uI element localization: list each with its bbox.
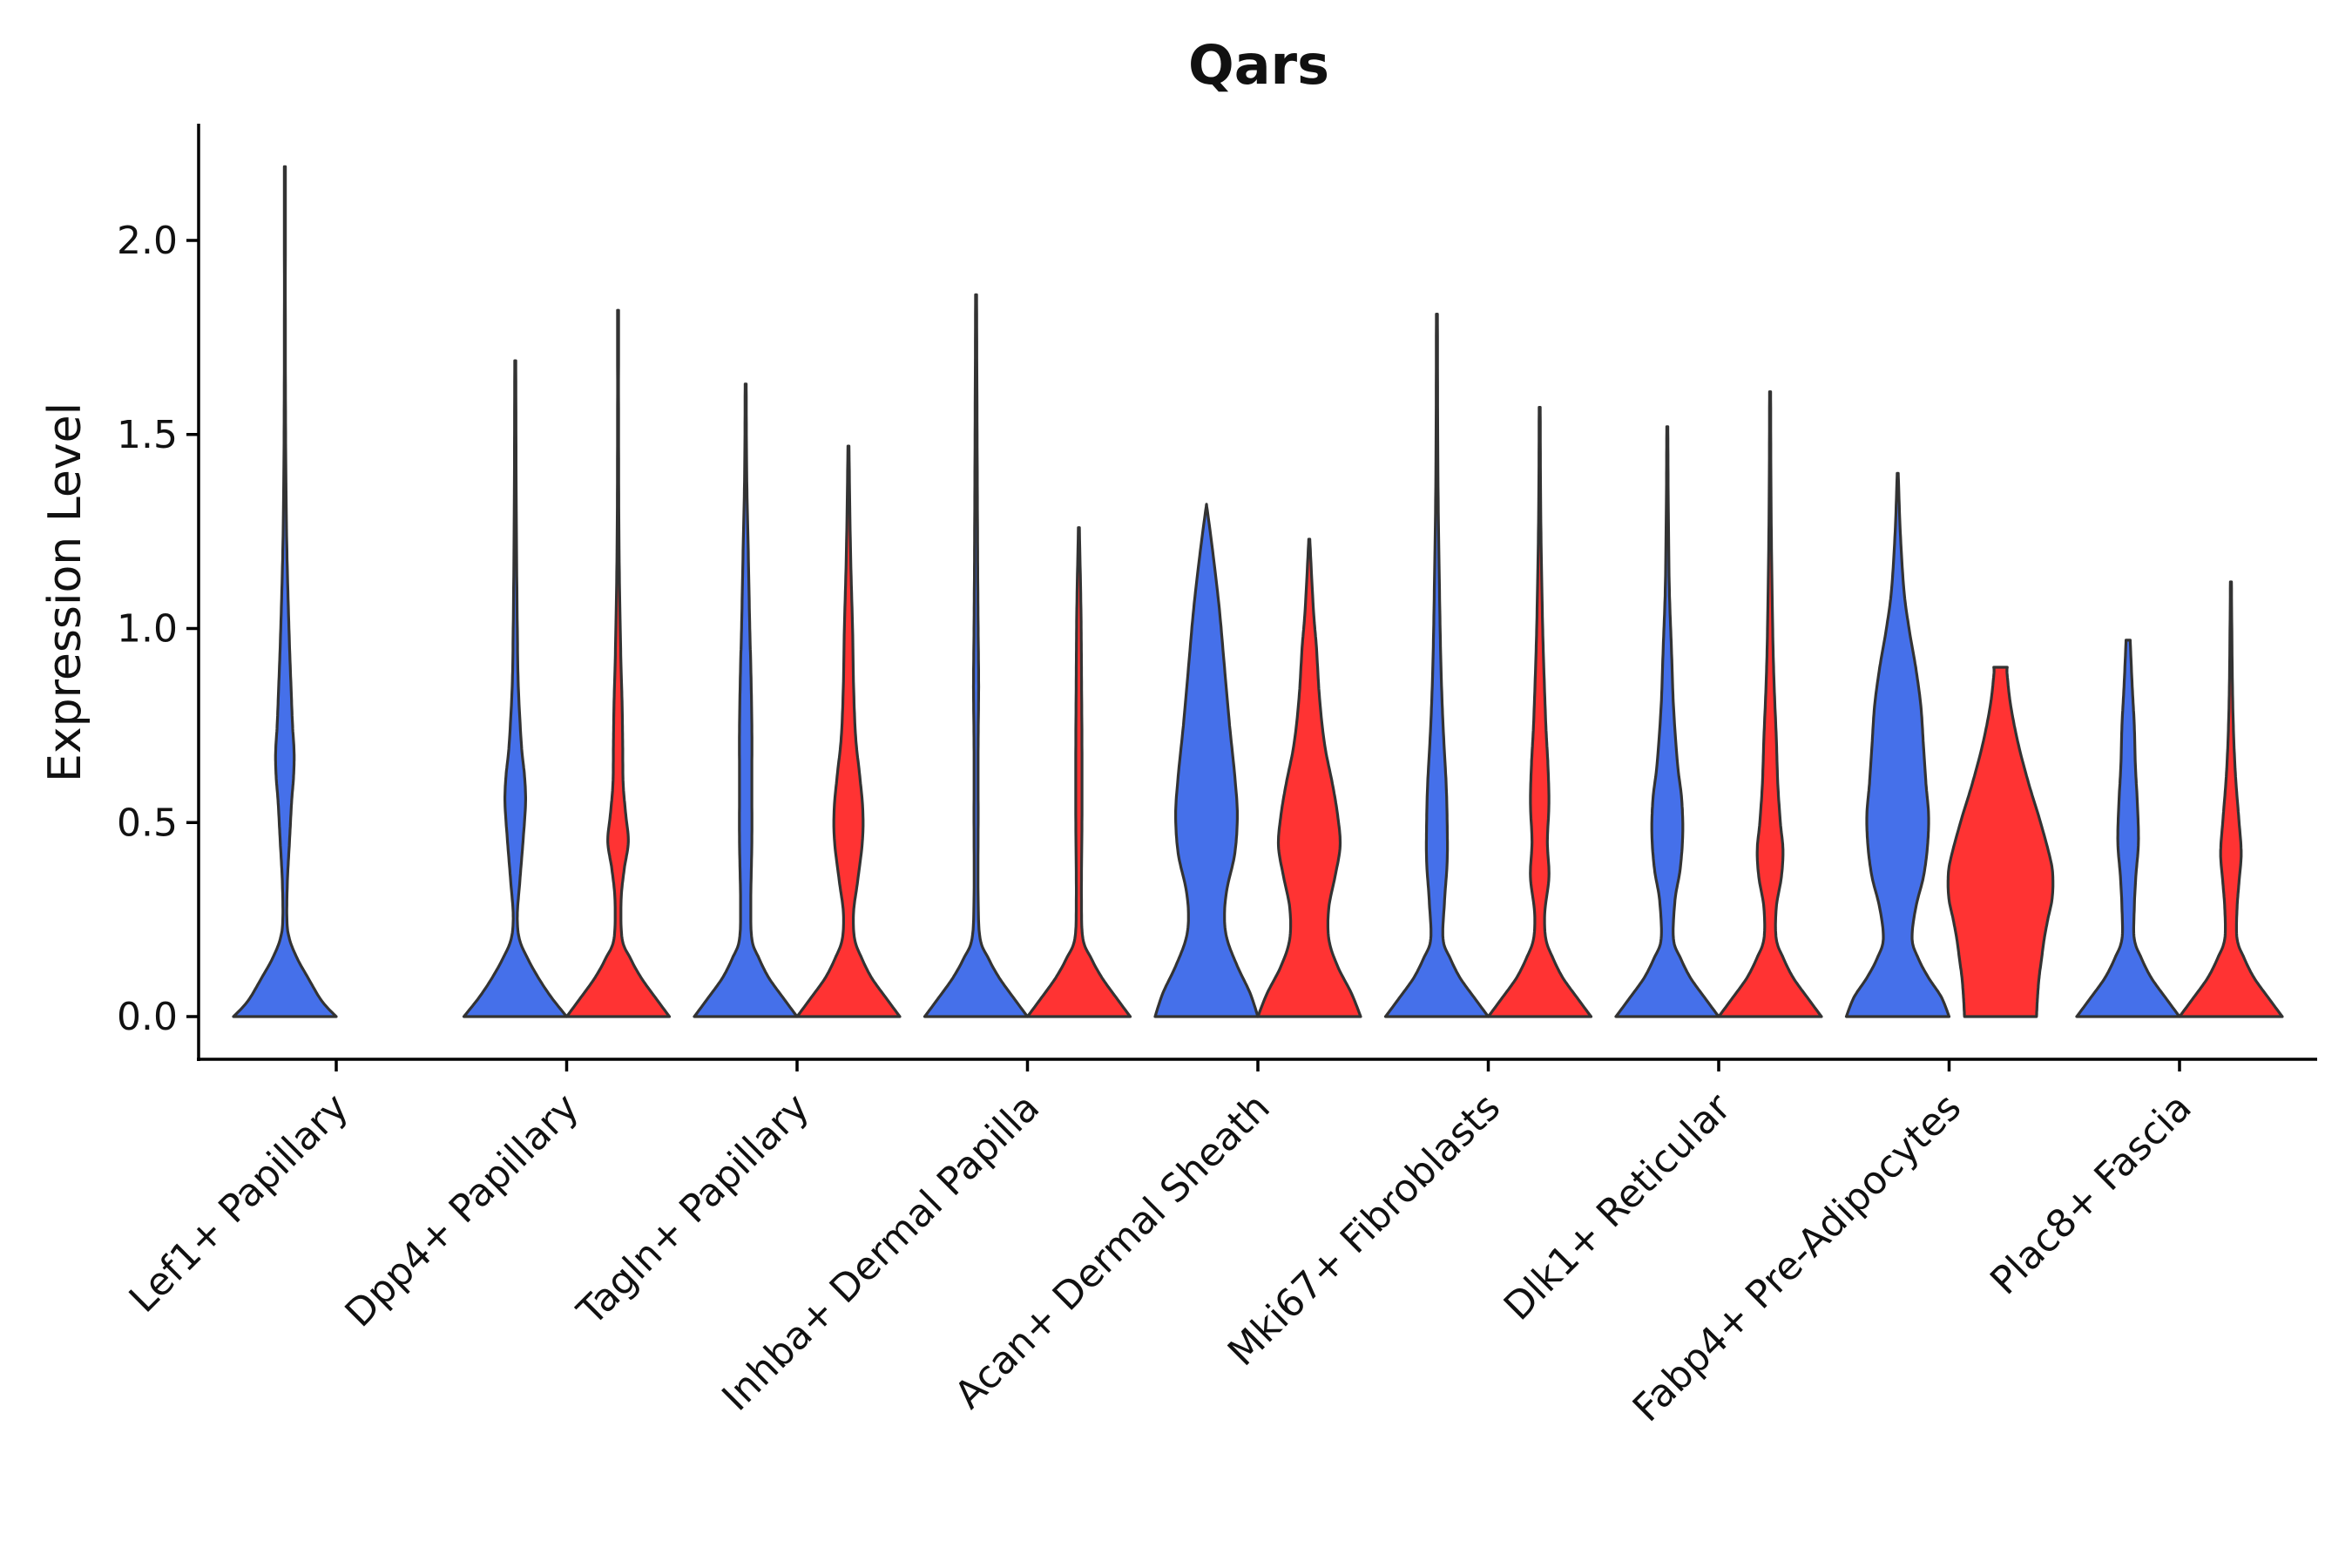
x-tick-label: Tagln+ Papillary — [569, 1085, 818, 1335]
y-tick-label: 2.0 — [117, 219, 178, 263]
violin-inhba-dermal-papilla-group-1 — [923, 293, 1030, 1018]
y-tick-label: 1.0 — [117, 607, 178, 652]
violin-dpp4-papillary-group-2 — [564, 308, 672, 1018]
x-tick-label: Dlk1+ Reticular — [1496, 1085, 1740, 1329]
violin-acan-dermal-sheath-group-2 — [1256, 537, 1362, 1018]
violin-fabp4-pre-adipocytes-group-2 — [1946, 666, 2055, 1018]
violin-fabp4-pre-adipocytes-group-1 — [1844, 471, 1951, 1018]
violin-dpp4-papillary-group-1 — [462, 359, 569, 1018]
chart-title: Qars — [1188, 33, 1329, 97]
violin-acan-dermal-sheath-group-1 — [1153, 503, 1260, 1018]
y-axis-label: Expression Level — [39, 402, 91, 782]
x-tick-label: Dpp4+ Papillary — [337, 1085, 588, 1336]
violin-tagln-papillary-group-2 — [795, 444, 902, 1018]
violin-lef1-papillary-group-1 — [232, 165, 338, 1018]
y-tick-label: 1.5 — [117, 413, 178, 457]
violin-plac8-fascia-group-2 — [2178, 580, 2284, 1018]
violin-tagln-papillary-group-1 — [693, 382, 799, 1018]
violin-dlk1-reticular-group-1 — [1614, 425, 1720, 1018]
y-ticks: 0.0 0.5 1.0 1.5 2.0 — [117, 219, 199, 1039]
violins-layer — [232, 165, 2284, 1018]
violin-dlk1-reticular-group-2 — [1717, 390, 1823, 1018]
x-tick-label: Plac8+ Fascia — [1982, 1085, 2200, 1304]
violin-mki67-fibroblasts-group-2 — [1486, 406, 1593, 1018]
y-tick-label: 0.0 — [117, 995, 178, 1039]
violin-plac8-fascia-group-1 — [2075, 639, 2181, 1018]
x-tick-label: Lef1+ Papillary — [121, 1085, 357, 1321]
violin-mki67-fibroblasts-group-1 — [1383, 313, 1490, 1018]
violin-inhba-dermal-papilla-group-2 — [1025, 526, 1132, 1018]
y-tick-label: 0.5 — [117, 801, 178, 845]
